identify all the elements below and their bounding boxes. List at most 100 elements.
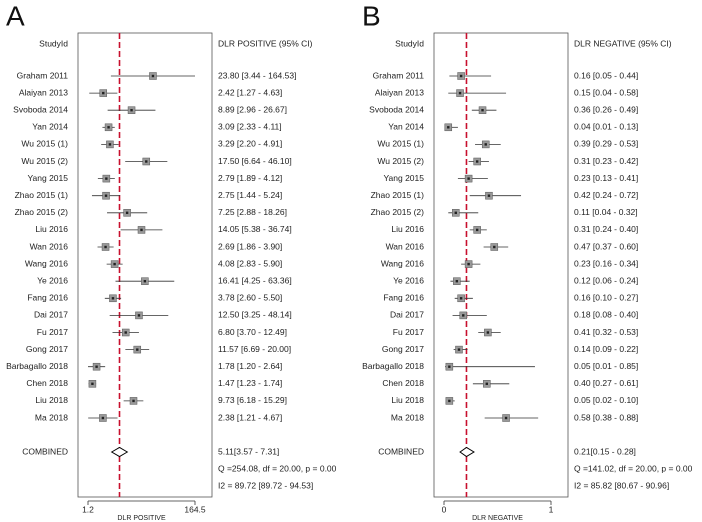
estimate-dot — [455, 280, 459, 283]
value-label: 23.80 [3.44 - 164.53] — [218, 70, 296, 80]
value-label: 0.14 [0.09 - 0.22] — [574, 344, 638, 354]
estimate-dot — [458, 91, 462, 95]
study-name: Dai 2017 — [34, 310, 68, 320]
value-label: 0.42 [0.24 - 0.72] — [574, 190, 638, 200]
value-label: 0.41 [0.32 - 0.53] — [574, 327, 638, 337]
estimate-dot — [447, 126, 450, 129]
combined-value-label: 5.11[3.57 - 7.31] — [218, 446, 279, 456]
study-name: Svoboda 2014 — [369, 104, 424, 114]
study-name: Gong 2017 — [382, 344, 424, 354]
study-name: Wang 2016 — [381, 258, 424, 268]
value-label: 0.31 [0.23 - 0.42] — [574, 156, 638, 166]
x-axis-label: DLR NEGATIVE — [472, 515, 523, 522]
estimate-dot — [487, 194, 491, 197]
ci-header: DLR POSITIVE (95% CI) — [218, 38, 313, 48]
study-name: Wu 2015 (1) — [377, 139, 424, 149]
value-label: 11.57 [6.69 - 20.00] — [218, 344, 291, 354]
ci-header: DLR NEGATIVE (95% CI) — [574, 38, 672, 48]
study-name: Gong 2017 — [26, 344, 68, 354]
estimate-dot — [145, 160, 148, 163]
q-statistic: Q =141.02, df = 20.00, p = 0.00 — [574, 463, 693, 473]
study-name: Yang 2015 — [384, 173, 425, 183]
estimate-dot — [475, 160, 479, 163]
study-name: Wu 2015 (2) — [377, 156, 424, 166]
value-label: 3.09 [2.33 - 4.11] — [218, 122, 282, 132]
studyid-header: StudyId — [39, 38, 68, 48]
value-label: 0.05 [0.01 - 0.85] — [574, 361, 638, 371]
study-name: Fang 2016 — [27, 293, 68, 303]
study-name: Yan 2014 — [388, 122, 424, 132]
study-name: Yan 2014 — [32, 122, 68, 132]
x-tick-label: 164.5 — [184, 504, 206, 514]
value-label: 0.05 [0.02 - 0.10] — [574, 395, 638, 405]
value-label: 2.75 [1.44 - 5.24] — [218, 190, 282, 200]
combined-label: COMBINED — [378, 446, 424, 456]
estimate-dot — [113, 262, 116, 266]
study-name: Wu 2015 (1) — [21, 139, 68, 149]
estimate-dot — [448, 399, 451, 403]
estimate-dot — [140, 228, 143, 232]
estimate-dot — [104, 194, 108, 197]
plot-frame — [433, 32, 569, 498]
study-name: Alaiyan 2013 — [375, 87, 424, 97]
value-label: 0.23 [0.13 - 0.41] — [574, 173, 638, 183]
value-label: 0.11 [0.04 - 0.32] — [574, 207, 638, 217]
estimate-dot — [130, 109, 133, 112]
estimate-dot — [143, 280, 147, 283]
estimate-dot — [484, 143, 487, 146]
estimate-dot — [136, 348, 139, 351]
estimate-dot — [137, 314, 141, 317]
value-label: 0.36 [0.26 - 0.49] — [574, 104, 638, 114]
value-label: 0.16 [0.10 - 0.27] — [574, 293, 638, 303]
value-label: 0.39 [0.29 - 0.53] — [574, 139, 638, 149]
value-label: 2.38 [1.21 - 4.67] — [218, 412, 282, 422]
i2-statistic: I2 = 85.82 [80.67 - 90.96] — [574, 480, 669, 490]
estimate-dot — [454, 211, 457, 214]
study-name: Liu 2016 — [391, 224, 424, 234]
study-name: Liu 2016 — [35, 224, 68, 234]
estimate-dot — [125, 211, 129, 214]
estimate-dot — [457, 348, 461, 351]
estimate-dot — [101, 416, 105, 420]
combined-label: COMBINED — [22, 446, 68, 456]
study-name: Svoboda 2014 — [13, 104, 68, 114]
value-label: 0.40 [0.27 - 0.61] — [574, 378, 638, 388]
value-label: 3.29 [2.20 - 4.91] — [218, 139, 282, 149]
value-label: 0.12 [0.06 - 0.24] — [574, 275, 638, 285]
study-name: Zhao 2015 (2) — [15, 207, 69, 217]
value-label: 0.23 [0.16 - 0.34] — [574, 258, 638, 268]
study-name: Liu 2018 — [35, 395, 68, 405]
panel-label: A — [6, 0, 25, 31]
study-name: Fu 2017 — [37, 327, 68, 337]
studyid-header: StudyId — [395, 38, 424, 48]
study-name: Barbagallo 2018 — [6, 361, 68, 371]
value-label: 0.47 [0.37 - 0.60] — [574, 241, 638, 251]
value-label: 0.16 [0.05 - 0.44] — [574, 70, 638, 80]
estimate-dot — [448, 365, 451, 368]
study-name: Chen 2018 — [382, 378, 424, 388]
combined-diamond — [459, 446, 475, 458]
estimate-dot — [459, 74, 463, 78]
study-name: Graham 2011 — [17, 70, 69, 80]
study-name: Zhao 2015 (1) — [371, 190, 425, 200]
panel-label: B — [362, 0, 381, 31]
study-name: Alaiyan 2013 — [19, 87, 68, 97]
value-label: 12.50 [3.25 - 48.14] — [218, 310, 292, 320]
value-label: 9.73 [6.18 - 15.29] — [218, 395, 287, 405]
x-axis-label: DLR POSITIVE — [117, 515, 166, 522]
estimate-dot — [462, 314, 465, 317]
study-name: Graham 2011 — [373, 70, 425, 80]
i2-statistic: I2 = 89.72 [89.72 - 94.53] — [218, 480, 313, 490]
estimate-dot — [459, 297, 463, 300]
study-name: Wang 2016 — [25, 258, 68, 268]
value-label: 17.50 [6.64 - 46.10] — [218, 156, 292, 166]
estimate-dot — [151, 74, 155, 78]
combined-value-label: 0.21[0.15 - 0.28] — [574, 446, 636, 456]
study-name: Fu 2017 — [393, 327, 424, 337]
study-name: Wan 2016 — [30, 241, 69, 251]
value-label: 2.42 [1.27 - 4.63] — [218, 87, 282, 97]
q-statistic: Q =254.08, df = 20.00, p = 0.00 — [218, 463, 337, 473]
x-tick-label: 1 — [549, 504, 554, 514]
study-name: Zhao 2015 (2) — [371, 207, 425, 217]
